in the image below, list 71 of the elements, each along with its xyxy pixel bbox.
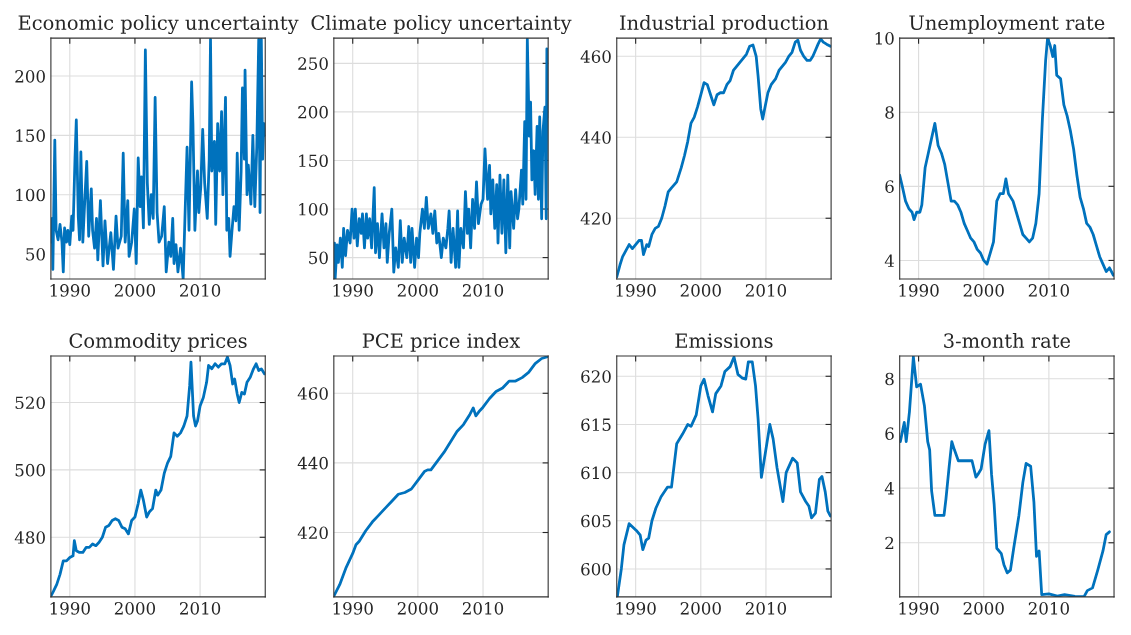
y-tick-label: 250 bbox=[298, 57, 328, 70]
line-series bbox=[899, 356, 1111, 597]
x-tick-label: 2010 bbox=[180, 602, 221, 615]
x-tick-label: 2000 bbox=[680, 602, 721, 615]
x-tick-label: 1990 bbox=[616, 602, 656, 615]
y-tick-label: 610 bbox=[581, 466, 611, 480]
y-tick-label: 150 bbox=[16, 129, 45, 142]
x-tick-label: 1990 bbox=[899, 284, 939, 297]
y-tick-label: 600 bbox=[581, 562, 611, 576]
line-series bbox=[899, 38, 1115, 277]
y-tick-label: 440 bbox=[580, 131, 611, 144]
chart-title: Climate policy uncertainty bbox=[311, 14, 572, 35]
chart-title: 3-month rate bbox=[944, 332, 1071, 348]
x-tick-label: 2000 bbox=[963, 602, 1004, 615]
x-tick-label: 2010 bbox=[1028, 284, 1069, 297]
y-tick-label: 10 bbox=[875, 32, 894, 45]
x-tick-label: 2010 bbox=[745, 602, 787, 615]
chart-title: Commodity prices bbox=[69, 332, 247, 353]
y-tick-label: 6 bbox=[885, 427, 894, 440]
y-tick-label: 8 bbox=[885, 106, 894, 119]
y-tick-label: 100 bbox=[16, 188, 45, 202]
x-tick-label: 1990 bbox=[50, 602, 90, 615]
chart-title: PCE price index bbox=[362, 332, 521, 352]
line-series bbox=[333, 356, 549, 597]
y-tick-label: 150 bbox=[299, 154, 328, 168]
x-tick-label: 1990 bbox=[333, 602, 373, 615]
x-tick-label: 2000 bbox=[114, 284, 156, 297]
line-series bbox=[50, 356, 266, 597]
x-tick-label: 2010 bbox=[745, 284, 787, 297]
y-tick-label: 200 bbox=[298, 105, 328, 119]
x-tick-label: 1990 bbox=[333, 284, 373, 297]
y-tick-label: 50 bbox=[26, 248, 45, 261]
y-tick-label: 620 bbox=[581, 370, 611, 383]
y-tick-label: 520 bbox=[15, 396, 45, 410]
chart-title: Economic policy uncertainty bbox=[18, 14, 299, 35]
x-tick-label: 2010 bbox=[462, 284, 504, 297]
y-tick-label: 500 bbox=[15, 463, 45, 477]
line-series bbox=[616, 356, 832, 597]
x-tick-label: 2010 bbox=[180, 284, 221, 297]
chart-title: Unemployment rate bbox=[909, 14, 1105, 35]
y-tick-label: 4 bbox=[884, 482, 894, 495]
chart-title: Industrial production bbox=[619, 14, 829, 34]
y-tick-label: 605 bbox=[581, 514, 611, 528]
y-tick-label: 440 bbox=[297, 456, 328, 470]
x-tick-label: 2000 bbox=[680, 284, 721, 297]
y-tick-label: 8 bbox=[885, 372, 894, 386]
y-tick-label: 4 bbox=[884, 254, 894, 267]
x-tick-label: 2000 bbox=[397, 602, 438, 615]
x-tick-label: 2000 bbox=[397, 284, 438, 297]
y-tick-label: 420 bbox=[297, 526, 328, 540]
x-tick-label: 2000 bbox=[114, 602, 156, 615]
y-tick-label: 6 bbox=[885, 180, 894, 193]
line-series bbox=[50, 38, 266, 279]
x-tick-label: 1990 bbox=[616, 284, 656, 297]
y-tick-label: 460 bbox=[297, 387, 328, 400]
x-tick-label: 1990 bbox=[899, 602, 939, 615]
y-tick-label: 460 bbox=[580, 50, 611, 63]
line-series bbox=[616, 38, 832, 279]
x-tick-label: 2000 bbox=[963, 284, 1004, 297]
line-series bbox=[333, 38, 549, 279]
y-tick-label: 480 bbox=[14, 531, 45, 544]
y-tick-label: 615 bbox=[581, 418, 611, 432]
y-tick-label: 50 bbox=[309, 251, 328, 265]
y-tick-label: 2 bbox=[885, 536, 894, 550]
y-tick-label: 100 bbox=[299, 203, 328, 216]
x-tick-label: 2010 bbox=[462, 602, 504, 615]
x-tick-label: 1990 bbox=[50, 284, 90, 297]
y-tick-label: 420 bbox=[580, 212, 611, 225]
chart-title: Emissions bbox=[675, 333, 773, 348]
x-tick-label: 2010 bbox=[1028, 602, 1069, 615]
y-tick-label: 200 bbox=[15, 70, 45, 83]
